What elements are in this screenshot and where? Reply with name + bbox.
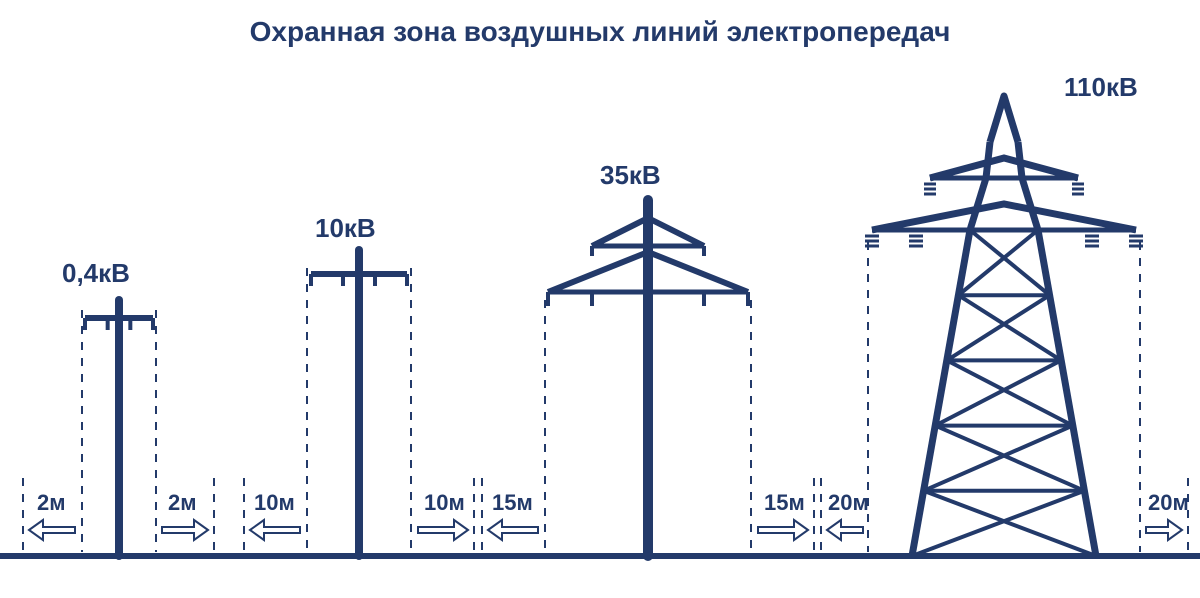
dist-left-t10: 10м <box>254 490 295 516</box>
voltage-label-t10: 10кВ <box>315 213 376 244</box>
dist-right-t10: 10м <box>424 490 465 516</box>
dist-right-t04: 2м <box>168 490 197 516</box>
dist-left-t35: 15м <box>492 490 533 516</box>
voltage-label-t35: 35кВ <box>600 160 661 191</box>
voltage-label-t04: 0,4кВ <box>62 258 130 289</box>
voltage-label-t110: 110кВ <box>1064 72 1138 103</box>
dist-left-t04: 2м <box>37 490 66 516</box>
dist-right-t110: 20м <box>1148 490 1189 516</box>
dist-left-t110: 20м <box>828 490 869 516</box>
dist-right-t35: 15м <box>764 490 805 516</box>
